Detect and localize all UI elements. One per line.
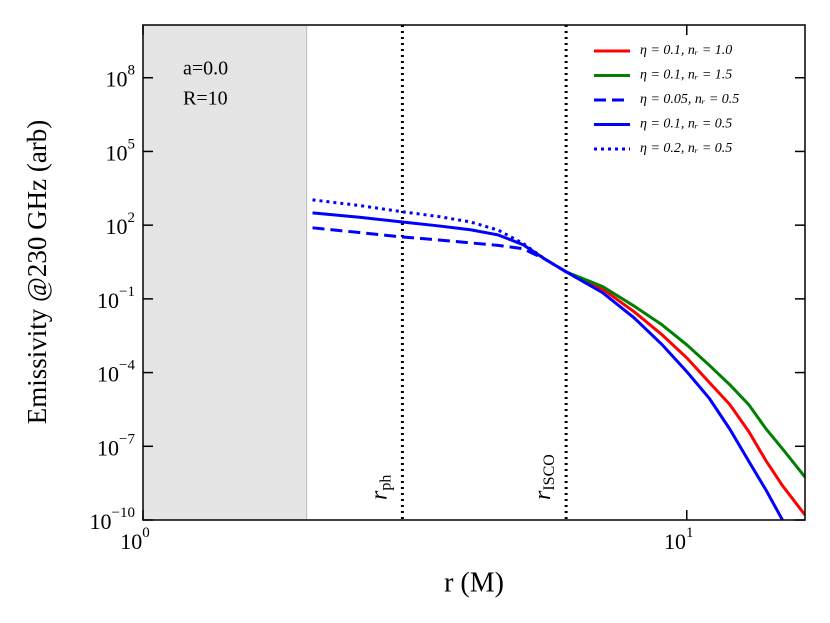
tick-base: 10 xyxy=(120,529,142,554)
tick-base: 10 xyxy=(106,140,128,165)
tick-base: 10 xyxy=(97,288,119,313)
tick-exponent: 1 xyxy=(686,525,694,541)
tick-label: 10−4 xyxy=(97,358,135,387)
tick-exponent: −4 xyxy=(119,358,135,374)
tick-base: 10 xyxy=(664,529,686,554)
tick-exponent: −7 xyxy=(119,432,135,448)
annotation: a=0.0 xyxy=(183,58,228,80)
tick-base: 10 xyxy=(106,214,128,239)
series-line xyxy=(565,270,805,478)
legend-label: η = 0.2, nᵣ = 0.5 xyxy=(640,141,732,156)
tick-label: 102 xyxy=(106,211,136,240)
label-main: r xyxy=(530,490,556,500)
tick-label: 10−10 xyxy=(90,505,135,534)
label-sub: ph xyxy=(377,475,394,491)
series-line xyxy=(312,226,567,274)
tick-label: 108 xyxy=(106,63,136,92)
tick-base: 10 xyxy=(106,67,128,92)
y-axis-label: Emissivity @230 GHz (arb) xyxy=(22,120,52,425)
tick-label: 101 xyxy=(664,525,694,554)
plot-lines xyxy=(312,198,805,520)
tick-exponent: −1 xyxy=(119,284,135,300)
annotation: R=10 xyxy=(183,88,228,110)
legend-label: η = 0.05, nᵣ = 0.5 xyxy=(640,92,739,107)
tick-exponent: 2 xyxy=(128,211,136,227)
label-main: r xyxy=(366,490,392,500)
shaded-region xyxy=(142,24,308,521)
series-line xyxy=(565,270,805,516)
tick-label: 100 xyxy=(120,525,150,554)
legend-label: η = 0.1, nᵣ = 0.5 xyxy=(640,117,732,132)
x-axis-label: r (M) xyxy=(444,567,504,598)
tick-label: 10−7 xyxy=(97,432,135,461)
vertical-line-label: rISCO xyxy=(530,454,558,500)
tick-exponent: 5 xyxy=(128,137,136,153)
tick-exponent: −10 xyxy=(112,505,135,521)
tick-base: 10 xyxy=(90,509,112,534)
tick-exponent: 8 xyxy=(128,63,136,79)
legend-label: η = 0.1, nᵣ = 1.0 xyxy=(640,43,732,58)
series-line xyxy=(312,211,784,520)
tick-base: 10 xyxy=(97,435,119,460)
vertical-line-label: rph xyxy=(366,475,394,500)
background-layer xyxy=(142,24,568,521)
label-sub: ISCO xyxy=(541,454,558,490)
series-line xyxy=(312,198,567,274)
legend-label: η = 0.1, nᵣ = 1.5 xyxy=(640,68,732,83)
tick-label: 105 xyxy=(106,137,136,166)
plot-frame xyxy=(142,24,806,521)
tick-base: 10 xyxy=(97,362,119,387)
tick-exponent: 0 xyxy=(142,525,150,541)
tick-label: 10−1 xyxy=(97,284,135,313)
